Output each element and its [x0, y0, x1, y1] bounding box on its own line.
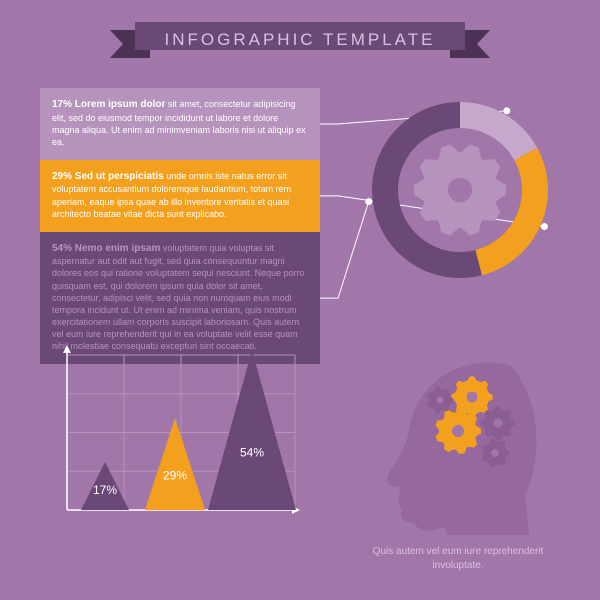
- segment-0: 17% Lorem ipsum dolor sit amet, consecte…: [40, 88, 320, 160]
- page-title: INFOGRAPHIC TEMPLATE: [165, 30, 436, 50]
- segment-2-body: voluptatem quia voluptas sit aspernatur …: [52, 243, 305, 351]
- segment-1-title: 29% Sed ut perspiciatis: [52, 171, 164, 182]
- donut-chart: [360, 90, 560, 290]
- segment-0-title: 17% Lorem ipsum dolor: [52, 99, 165, 110]
- svg-text:17%: 17%: [93, 483, 117, 497]
- segment-2-title: 54% Nemo enim ipsam: [52, 243, 160, 254]
- svg-text:54%: 54%: [240, 446, 264, 460]
- footer-caption: Quis autem vel eum iure reprehenderit in…: [358, 545, 558, 572]
- segment-1: 29% Sed ut perspiciatis unde omnis iste …: [40, 160, 320, 232]
- triangle-chart: 17% 29% 54%: [55, 345, 300, 520]
- segment-list: 17% Lorem ipsum dolor sit amet, consecte…: [40, 88, 320, 364]
- svg-text:29%: 29%: [163, 468, 187, 482]
- title-ribbon: INFOGRAPHIC TEMPLATE: [105, 22, 495, 58]
- head-gears-graphic: [360, 345, 560, 535]
